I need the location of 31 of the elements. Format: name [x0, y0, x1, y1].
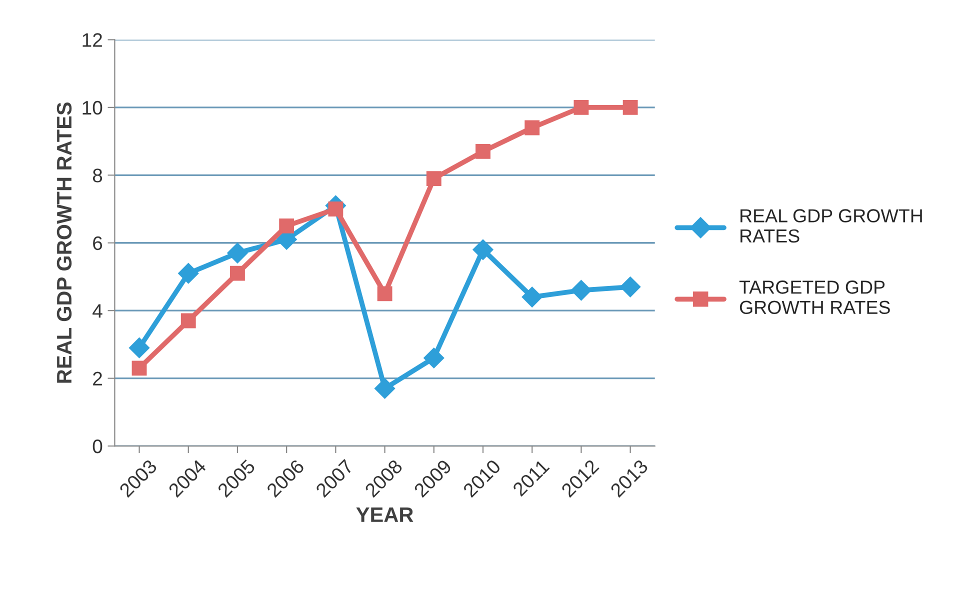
x-axis-title: YEAR: [356, 508, 414, 522]
point: [328, 202, 344, 216]
point: [424, 348, 444, 368]
point: [522, 286, 542, 308]
y-tick-label: 0: [92, 440, 102, 454]
y-tick-label: 4: [92, 304, 102, 318]
point: [620, 276, 641, 298]
y-tick-label: 12: [82, 33, 102, 47]
y-axis-title: REAL GDP GROWTH RATES: [56, 102, 72, 383]
y-tick-label: 8: [92, 168, 102, 182]
point: [426, 171, 442, 186]
point: [622, 100, 638, 115]
legend-label: TARGETED GDP GROWTH RATES: [739, 280, 890, 314]
y-tick-label: 10: [82, 100, 102, 115]
point: [279, 218, 294, 234]
point: [570, 280, 592, 301]
point: [227, 242, 248, 264]
point: [128, 337, 150, 358]
point: [178, 263, 199, 284]
point: [230, 266, 245, 281]
point: [374, 378, 396, 399]
point: [180, 313, 196, 328]
legend-label: REAL GDP GROWTH RATES: [740, 209, 922, 243]
y-tick-label: 2: [93, 372, 102, 386]
point: [472, 239, 494, 260]
point: [476, 144, 490, 159]
point: [524, 120, 540, 136]
point: [377, 286, 392, 302]
point: [132, 360, 147, 376]
point: [574, 100, 589, 115]
y-tick-label: 6: [93, 236, 102, 250]
